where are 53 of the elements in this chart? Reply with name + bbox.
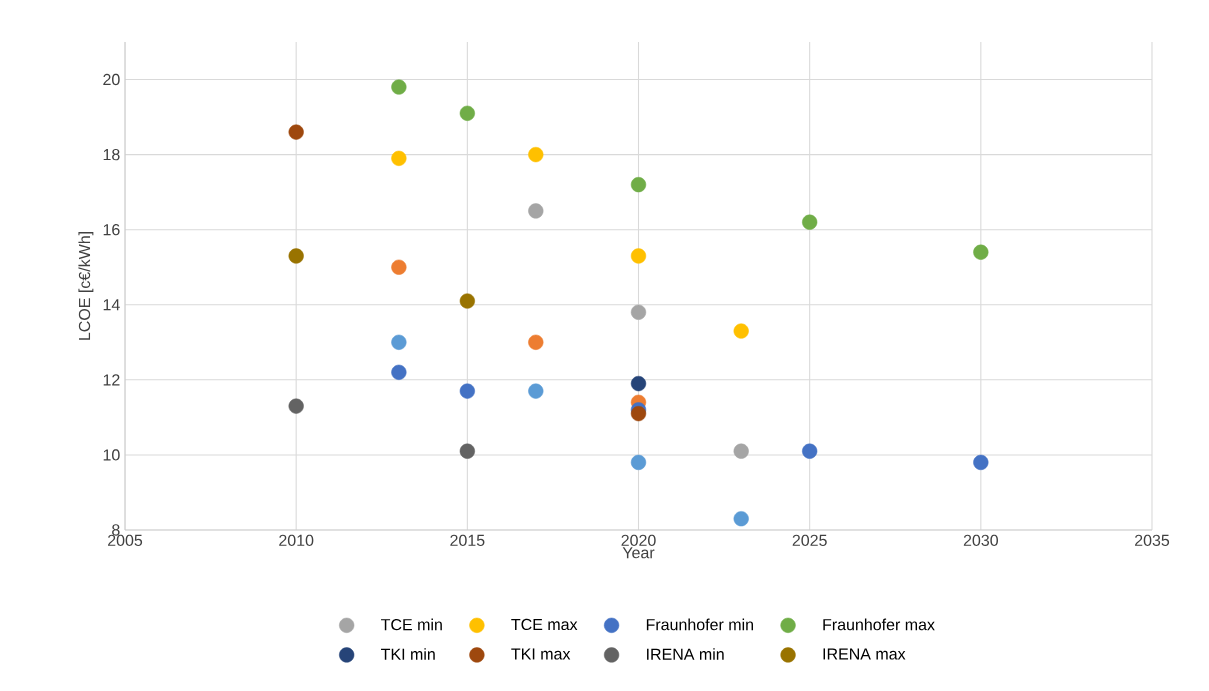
x-tick-label: 2025: [792, 534, 827, 547]
legend-label: TKI max: [511, 648, 571, 660]
point: [802, 214, 818, 230]
y-tick-label: 12: [103, 374, 120, 386]
point: [528, 147, 544, 163]
point: [733, 443, 749, 459]
legend-label: TKI min: [381, 648, 435, 660]
y-tick-label: 8: [112, 524, 120, 536]
x-axis-title: Year: [622, 547, 655, 559]
point: [528, 334, 544, 350]
point: [630, 177, 647, 193]
point: [288, 248, 304, 264]
point: [802, 443, 818, 459]
point: [973, 454, 989, 471]
point: [733, 511, 749, 527]
y-tick-label: 16: [103, 224, 120, 236]
point: [973, 244, 989, 260]
y-tick-label: 14: [103, 299, 120, 311]
point: [391, 150, 407, 166]
y-tick-label: 10: [103, 449, 120, 461]
point: [630, 406, 647, 422]
point: [391, 259, 407, 275]
point: [288, 398, 304, 414]
point: [733, 323, 749, 339]
y-axis-title: LCOE [c€/kWh]: [78, 232, 94, 340]
point: [288, 124, 304, 140]
point: [630, 375, 647, 392]
point: [528, 203, 544, 219]
x-tick-label: 2010: [279, 534, 314, 547]
legend-label: IRENA min: [647, 648, 724, 660]
point: [528, 383, 544, 399]
legend-label: Fraunhofer min: [646, 618, 753, 631]
point: [630, 454, 647, 471]
legend-label: TCE min: [381, 618, 442, 631]
point: [459, 105, 475, 121]
legend-label: TCE max: [511, 618, 578, 631]
point: [391, 79, 407, 95]
x-tick-label: 2015: [450, 534, 485, 547]
y-tick-label: 18: [103, 148, 120, 161]
point: [630, 304, 647, 320]
point: [630, 248, 647, 264]
x-tick-label: 2030: [963, 534, 999, 547]
point: [391, 334, 407, 350]
x-tick-label: 2035: [1135, 534, 1170, 547]
y-tick-label: 20: [103, 73, 120, 86]
x-tick-label: 2005: [108, 534, 143, 547]
point: [459, 443, 475, 459]
legend-label: IRENA max: [823, 648, 906, 660]
point: [459, 293, 475, 309]
point: [391, 364, 407, 380]
x-tick-label: 2020: [621, 534, 656, 547]
point: [459, 383, 475, 399]
legend-label: Fraunhofer max: [823, 618, 935, 631]
